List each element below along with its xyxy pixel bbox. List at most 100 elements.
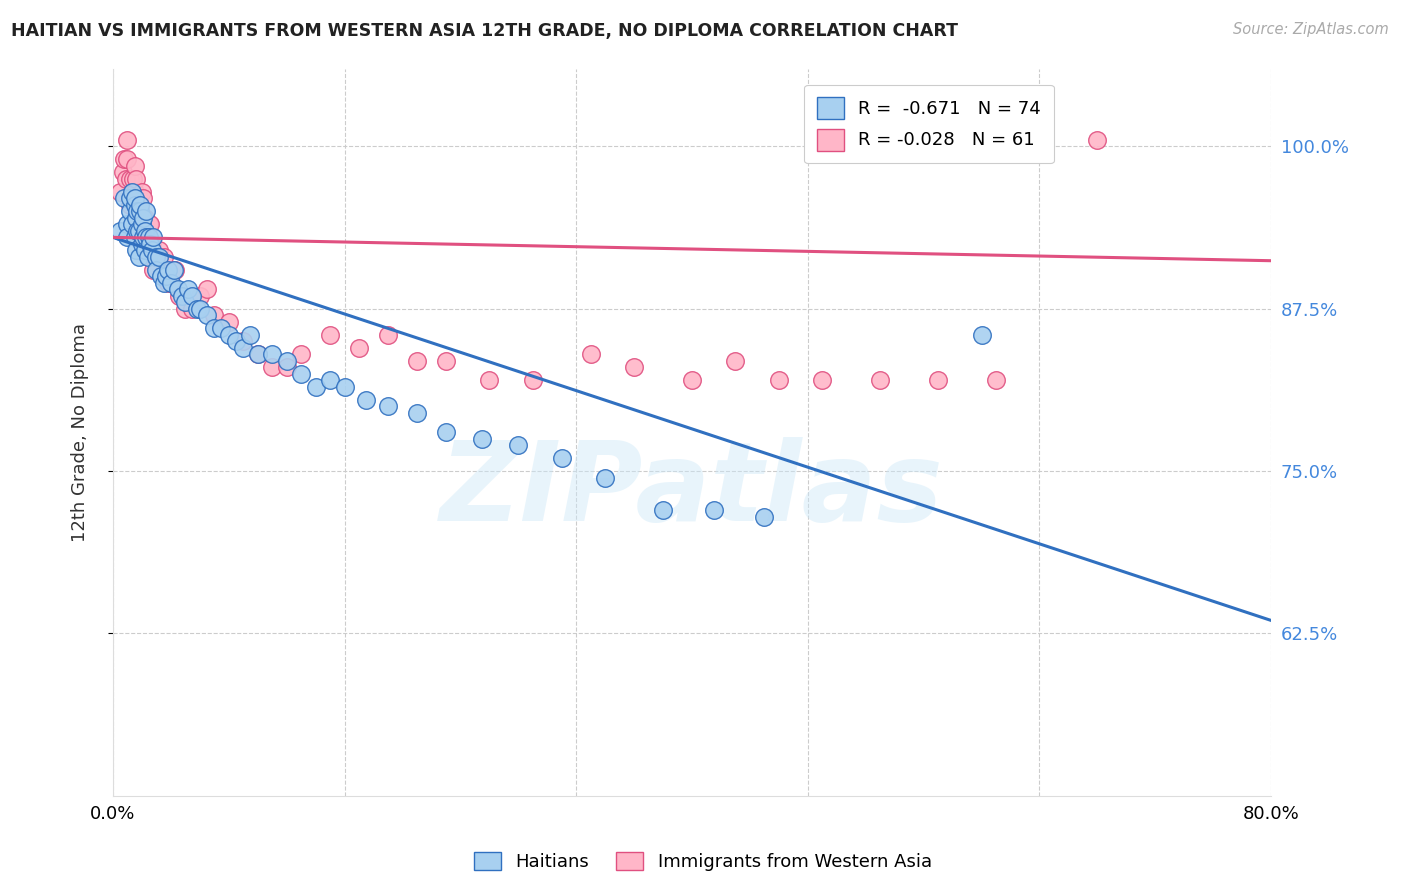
Point: [122, 172, 145, 186]
Point: [354, 392, 377, 407]
Point: [136, 250, 159, 264]
Point: [132, 230, 155, 244]
Text: ZIPatlas: ZIPatlas: [440, 437, 943, 544]
Point: [246, 347, 269, 361]
Point: [134, 224, 156, 238]
Point: [232, 334, 254, 349]
Point: [377, 327, 399, 342]
Point: [120, 172, 142, 186]
Point: [128, 224, 150, 238]
Point: [129, 198, 152, 212]
Point: [124, 198, 146, 212]
Point: [724, 353, 747, 368]
Point: [623, 360, 645, 375]
Point: [218, 315, 240, 329]
Point: [984, 373, 1007, 387]
Point: [508, 438, 530, 452]
Point: [202, 308, 225, 322]
Point: [108, 224, 131, 238]
Point: [139, 236, 162, 251]
Point: [125, 172, 148, 186]
Point: [276, 360, 298, 375]
Point: [1085, 133, 1108, 147]
Point: [290, 367, 312, 381]
Point: [152, 250, 174, 264]
Legend: Haitians, Immigrants from Western Asia: Haitians, Immigrants from Western Asia: [467, 845, 939, 879]
Point: [131, 236, 153, 251]
Point: [174, 301, 197, 316]
Point: [138, 230, 160, 244]
Point: [681, 373, 703, 387]
Point: [127, 224, 149, 238]
Point: [927, 373, 949, 387]
Point: [276, 353, 298, 368]
Point: [304, 380, 326, 394]
Point: [550, 451, 572, 466]
Point: [579, 347, 602, 361]
Point: [121, 185, 143, 199]
Point: [132, 211, 155, 225]
Point: [129, 198, 152, 212]
Point: [120, 198, 142, 212]
Point: [128, 211, 150, 225]
Point: [135, 230, 157, 244]
Point: [159, 276, 181, 290]
Y-axis label: 12th Grade, No Diploma: 12th Grade, No Diploma: [72, 323, 89, 541]
Point: [132, 191, 155, 205]
Point: [117, 230, 139, 244]
Point: [434, 425, 457, 439]
Point: [155, 269, 177, 284]
Point: [145, 250, 167, 264]
Point: [145, 262, 167, 277]
Point: [128, 250, 150, 264]
Point: [169, 289, 191, 303]
Point: [232, 341, 254, 355]
Point: [239, 327, 262, 342]
Point: [406, 353, 429, 368]
Point: [125, 191, 148, 205]
Point: [377, 399, 399, 413]
Point: [471, 432, 494, 446]
Point: [593, 470, 616, 484]
Point: [124, 159, 146, 173]
Point: [225, 334, 247, 349]
Text: HAITIAN VS IMMIGRANTS FROM WESTERN ASIA 12TH GRADE, NO DIPLOMA CORRELATION CHART: HAITIAN VS IMMIGRANTS FROM WESTERN ASIA …: [11, 22, 959, 40]
Point: [125, 211, 148, 225]
Point: [131, 218, 153, 232]
Point: [128, 191, 150, 205]
Point: [134, 244, 156, 258]
Point: [333, 380, 356, 394]
Point: [124, 191, 146, 205]
Point: [149, 269, 172, 284]
Point: [195, 282, 218, 296]
Point: [148, 250, 170, 264]
Point: [246, 347, 269, 361]
Point: [869, 373, 891, 387]
Point: [218, 327, 240, 342]
Point: [156, 276, 179, 290]
Point: [319, 327, 342, 342]
Point: [117, 218, 139, 232]
Point: [131, 185, 153, 199]
Point: [703, 503, 725, 517]
Point: [114, 191, 136, 205]
Point: [163, 262, 186, 277]
Point: [121, 218, 143, 232]
Point: [115, 172, 138, 186]
Point: [141, 244, 163, 258]
Legend: R =  -0.671   N = 74, R = -0.028   N = 61: R = -0.671 N = 74, R = -0.028 N = 61: [804, 85, 1053, 163]
Point: [177, 282, 200, 296]
Point: [209, 321, 232, 335]
Point: [811, 373, 834, 387]
Point: [186, 301, 208, 316]
Point: [262, 360, 284, 375]
Point: [319, 373, 342, 387]
Text: Source: ZipAtlas.com: Source: ZipAtlas.com: [1233, 22, 1389, 37]
Point: [152, 276, 174, 290]
Point: [970, 327, 993, 342]
Point: [114, 153, 136, 167]
Point: [141, 236, 163, 251]
Point: [202, 321, 225, 335]
Point: [134, 211, 156, 225]
Point: [120, 191, 142, 205]
